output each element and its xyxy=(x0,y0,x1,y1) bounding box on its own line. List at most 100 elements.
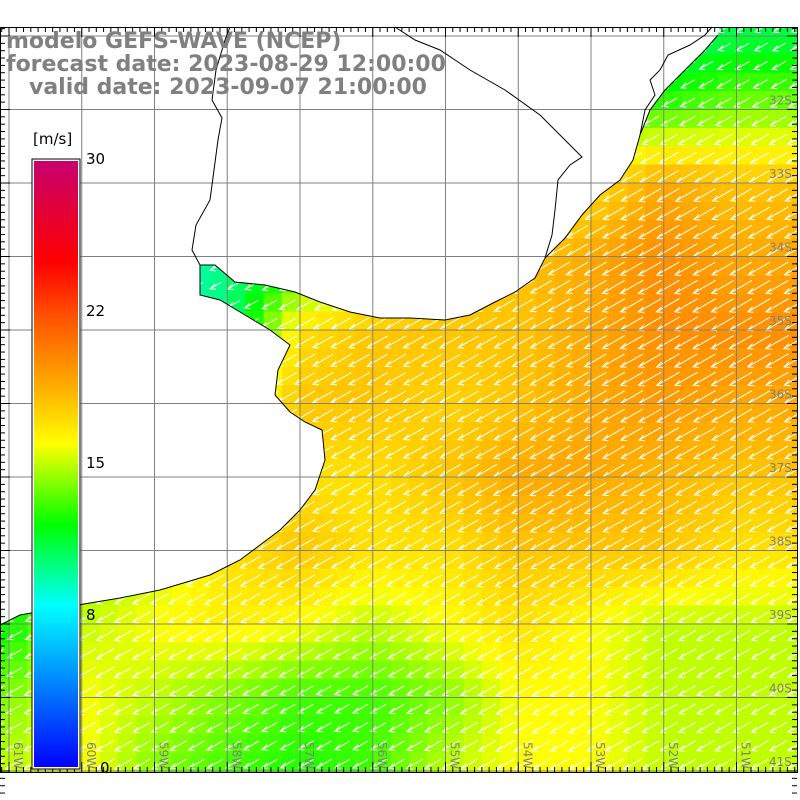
wind-arrow xyxy=(24,777,42,788)
wind-arrow xyxy=(239,611,261,624)
wind-arrow xyxy=(438,482,461,496)
speed-cell xyxy=(627,54,647,74)
speed-cell xyxy=(336,0,355,18)
wind-arrow xyxy=(733,796,750,800)
wind-arrow xyxy=(293,353,316,367)
wind-arrow xyxy=(710,427,734,441)
wind-arrow xyxy=(565,427,589,442)
speed-cell xyxy=(609,127,628,147)
speed-cell xyxy=(281,127,301,147)
wind-arrow xyxy=(9,281,22,290)
wind-arrow xyxy=(173,226,186,235)
speed-cell xyxy=(118,256,137,276)
wind-arrow xyxy=(42,777,60,788)
wind-arrow xyxy=(493,335,516,349)
wind-arrow xyxy=(9,300,22,308)
wind-arrow xyxy=(114,446,133,458)
wind-arrow xyxy=(134,796,150,800)
wind-arrow xyxy=(493,592,516,606)
speed-cell xyxy=(9,587,28,607)
speed-cell xyxy=(572,54,592,74)
wind-arrow xyxy=(565,518,589,533)
speed-cell xyxy=(245,330,265,349)
wind-arrow xyxy=(511,335,534,349)
wind-arrow xyxy=(607,79,623,89)
speed-cell xyxy=(118,109,137,129)
wind-arrow xyxy=(187,721,205,733)
wind-arrow xyxy=(549,739,570,752)
speed-cell xyxy=(500,771,519,772)
wind-arrow xyxy=(205,722,223,733)
wind-arrow xyxy=(475,280,498,294)
wind-arrow xyxy=(190,300,204,308)
wind-arrow xyxy=(476,629,497,642)
wind-arrow xyxy=(424,796,441,800)
wind-arrow xyxy=(350,629,369,642)
wind-arrow xyxy=(529,371,552,386)
wind-arrow xyxy=(786,592,797,605)
wind-arrow xyxy=(312,500,334,514)
wind-arrow xyxy=(476,666,497,679)
wind-arrow xyxy=(493,243,516,257)
wind-arrow xyxy=(257,427,279,440)
wind-arrow xyxy=(565,408,589,423)
wind-arrow xyxy=(131,611,151,624)
speed-cell xyxy=(154,274,174,294)
wind-arrow xyxy=(783,445,797,460)
speed-cell xyxy=(190,127,210,147)
wind-arrow xyxy=(275,372,297,385)
wind-arrow xyxy=(474,482,498,496)
wind-arrow xyxy=(439,537,461,551)
wind-arrow xyxy=(279,262,296,273)
wind-arrow xyxy=(547,298,571,313)
speed-cell xyxy=(99,532,119,552)
wind-arrow xyxy=(695,666,715,679)
speed-cell xyxy=(536,72,556,92)
speed-cell xyxy=(0,311,10,331)
speed-cell xyxy=(481,274,501,294)
wind-arrow xyxy=(82,245,95,253)
wind-arrow xyxy=(403,537,425,551)
wind-arrow xyxy=(299,171,313,180)
wind-arrow xyxy=(350,280,369,293)
wind-arrow xyxy=(443,134,460,144)
wind-arrow xyxy=(674,188,698,203)
wind-arrow xyxy=(206,758,223,770)
wind-arrow xyxy=(710,371,735,387)
lon-label: 56W xyxy=(375,742,389,769)
wind-arrow xyxy=(402,372,425,386)
wind-arrow xyxy=(403,574,424,587)
wind-arrow xyxy=(348,537,370,551)
wind-arrow xyxy=(460,189,478,200)
speed-cell xyxy=(318,127,337,147)
wind-arrow xyxy=(583,353,607,368)
wind-arrow xyxy=(729,206,752,221)
wind-arrow xyxy=(589,42,605,52)
wind-arrow xyxy=(190,336,204,346)
wind-arrow xyxy=(281,153,295,162)
wind-arrow xyxy=(0,630,5,640)
wind-arrow xyxy=(752,796,769,800)
speed-cell xyxy=(99,109,119,129)
wind-arrow xyxy=(714,648,733,660)
wind-arrow xyxy=(96,483,115,494)
wind-arrow xyxy=(695,740,715,752)
wind-arrow xyxy=(747,408,771,423)
wind-arrow xyxy=(388,171,405,181)
wind-arrow xyxy=(637,371,662,387)
wind-arrow xyxy=(281,189,295,198)
wind-arrow xyxy=(494,629,515,643)
wind-arrow xyxy=(765,224,789,239)
wind-arrow xyxy=(257,537,279,551)
wind-arrow xyxy=(281,208,295,217)
wind-arrow xyxy=(331,629,351,642)
wind-arrow xyxy=(387,740,405,751)
wind-arrow xyxy=(565,261,589,276)
wind-arrow xyxy=(317,189,332,199)
wind-arrow xyxy=(496,170,514,182)
wind-arrow xyxy=(185,556,206,569)
wind-arrow xyxy=(167,556,188,569)
wind-arrow xyxy=(443,152,460,163)
speed-cell xyxy=(209,219,228,239)
speed-cell xyxy=(118,348,137,368)
